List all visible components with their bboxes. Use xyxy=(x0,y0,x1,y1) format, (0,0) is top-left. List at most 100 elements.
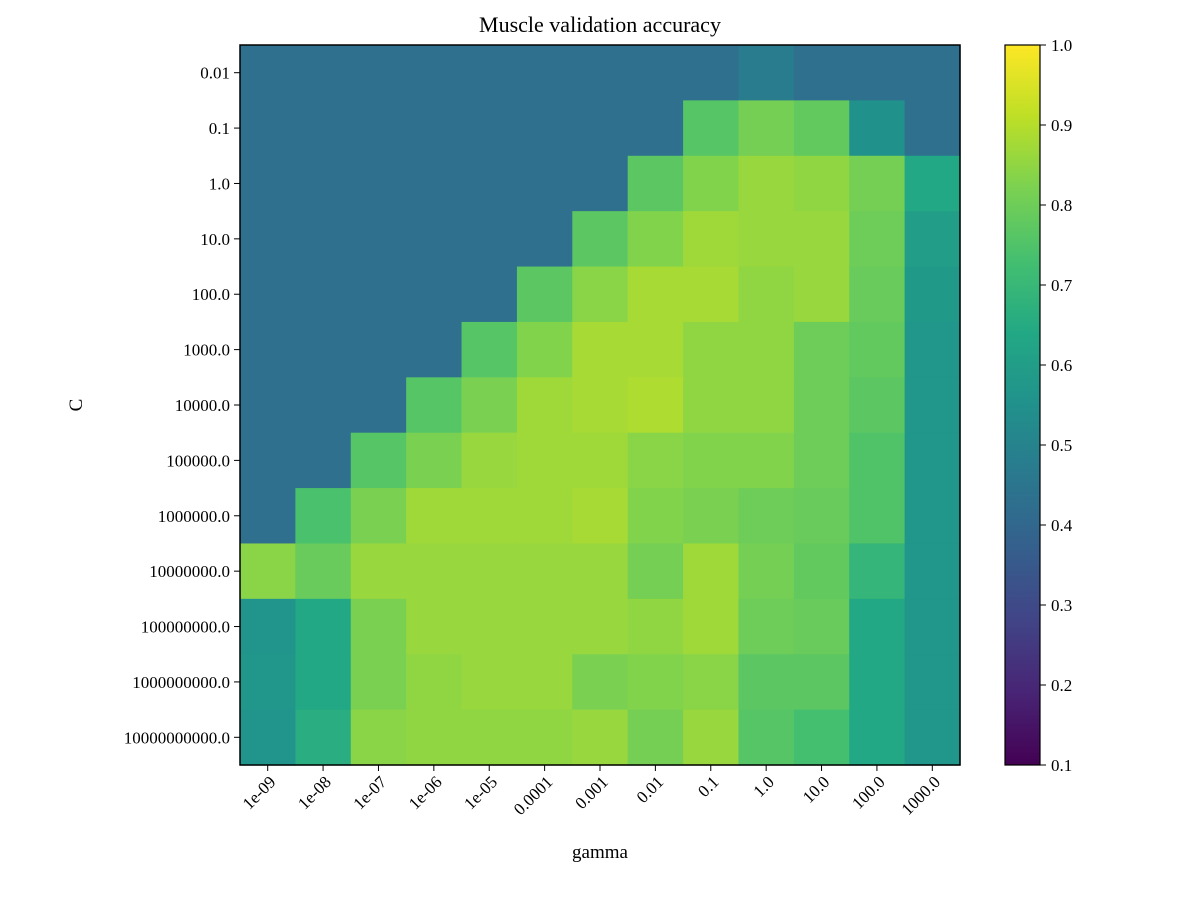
heatmap-cell xyxy=(793,432,850,489)
heatmap-cell xyxy=(572,211,629,268)
heatmap-cell xyxy=(516,654,573,711)
colorbar-tick-label: 0.5 xyxy=(1051,436,1072,455)
heatmap-cell xyxy=(516,709,573,766)
heatmap-cell xyxy=(406,654,463,711)
heatmap-cell xyxy=(683,155,740,212)
heatmap-cell xyxy=(350,654,407,711)
heatmap-cell xyxy=(627,100,684,157)
heatmap-cell xyxy=(240,100,296,157)
heatmap-cell xyxy=(461,598,518,655)
x-tick-label: 1000.0 xyxy=(898,772,944,818)
heatmap-cell xyxy=(683,432,740,489)
heatmap-cell xyxy=(738,654,795,711)
heatmap-cell xyxy=(350,100,407,157)
heatmap-cell xyxy=(572,488,629,545)
heatmap-cell xyxy=(904,45,961,101)
heatmap-cell xyxy=(738,266,795,323)
colorbar-tick-label: 0.3 xyxy=(1051,596,1072,615)
heatmap-cell xyxy=(738,377,795,434)
heatmap-cell xyxy=(627,543,684,600)
heatmap-cell xyxy=(350,598,407,655)
heatmap-cell xyxy=(406,432,463,489)
heatmap-cell xyxy=(461,488,518,545)
heatmap-cell xyxy=(904,155,961,212)
colorbar-tick-label: 0.6 xyxy=(1051,356,1072,375)
heatmap-cell xyxy=(295,45,352,101)
heatmap-cell xyxy=(849,377,906,434)
heatmap-cell xyxy=(738,155,795,212)
heatmap-cell xyxy=(627,321,684,378)
colorbar-tick-label: 1.0 xyxy=(1051,36,1072,55)
heatmap-cell xyxy=(793,709,850,766)
heatmap-cell xyxy=(572,321,629,378)
heatmap-cell xyxy=(295,377,352,434)
heatmap-cell xyxy=(572,598,629,655)
heatmap-cell xyxy=(627,432,684,489)
x-tick-label: 10.0 xyxy=(799,772,833,806)
x-tick-label: 0.1 xyxy=(694,772,722,800)
y-tick-label: 0.1 xyxy=(209,119,230,138)
heatmap-cell xyxy=(849,543,906,600)
x-axis-ticks: 1e-09 1e-08 1e-07 1e-06 1e-05 0.0001 0.001 0.01… xyxy=(239,765,944,819)
heatmap-cell xyxy=(461,211,518,268)
x-axis-label: gamma xyxy=(572,842,628,863)
heatmap-cell xyxy=(793,266,850,323)
y-tick-label: 1000000.0 xyxy=(158,507,230,526)
x-tick-label: 1e-08 xyxy=(294,772,335,813)
heatmap-cell xyxy=(461,45,518,101)
heatmap-cell xyxy=(849,709,906,766)
x-tick-label: 1e-09 xyxy=(239,772,280,813)
heatmap-cell xyxy=(295,211,352,268)
heatmap-cell xyxy=(904,543,961,600)
heatmap-cell xyxy=(683,598,740,655)
heatmap-cell xyxy=(240,211,296,268)
heatmap-cell xyxy=(350,543,407,600)
heatmap-cell xyxy=(793,377,850,434)
colorbar-ticks: 0.1 0.2 0.3 0.4 0.5 0.6 0.7 0.8 0.9 1.0 xyxy=(1040,36,1073,775)
y-tick-label: 1.0 xyxy=(209,174,230,193)
heatmap-cell xyxy=(627,45,684,101)
heatmap-cell xyxy=(516,321,573,378)
heatmap-cell xyxy=(461,543,518,600)
heatmap-cell xyxy=(350,321,407,378)
heatmap-cell xyxy=(461,100,518,157)
heatmap-cell xyxy=(461,654,518,711)
heatmap-cell xyxy=(793,211,850,268)
x-tick-label: 100.0 xyxy=(848,772,888,812)
heatmap-cell xyxy=(240,377,296,434)
heatmap-cell xyxy=(350,211,407,268)
heatmap-cell xyxy=(406,598,463,655)
heatmap-cell xyxy=(406,709,463,766)
chart-title: Muscle validation accuracy xyxy=(479,12,721,37)
heatmap-cell xyxy=(406,488,463,545)
y-tick-label: 0.01 xyxy=(200,64,230,83)
heatmap-cell xyxy=(627,654,684,711)
y-axis-label: C xyxy=(66,399,87,412)
heatmap-cell xyxy=(683,45,740,101)
heatmap-cell xyxy=(572,432,629,489)
heatmap-cell xyxy=(904,377,961,434)
heatmap-cell xyxy=(627,155,684,212)
heatmap-cell xyxy=(295,432,352,489)
heatmap-cell xyxy=(295,266,352,323)
heatmap-cell xyxy=(516,432,573,489)
heatmap-cell xyxy=(295,598,352,655)
y-tick-label: 1000.0 xyxy=(183,341,230,360)
heatmap-cell xyxy=(406,100,463,157)
heatmap-cell xyxy=(406,155,463,212)
heatmap-cell xyxy=(350,709,407,766)
heatmap-cell xyxy=(572,266,629,323)
heatmap-cell xyxy=(240,488,296,545)
y-tick-label: 10000000.0 xyxy=(149,562,230,581)
heatmap-cell xyxy=(793,543,850,600)
heatmap-cell xyxy=(683,377,740,434)
heatmap-cell xyxy=(904,100,961,157)
heatmap-cell xyxy=(849,100,906,157)
heatmap-cell xyxy=(572,100,629,157)
x-tick-label: 0.001 xyxy=(571,772,611,812)
heatmap-cell xyxy=(406,211,463,268)
heatmap-cell xyxy=(350,377,407,434)
x-tick-label: 1e-07 xyxy=(349,772,390,813)
heatmap-cell xyxy=(572,155,629,212)
